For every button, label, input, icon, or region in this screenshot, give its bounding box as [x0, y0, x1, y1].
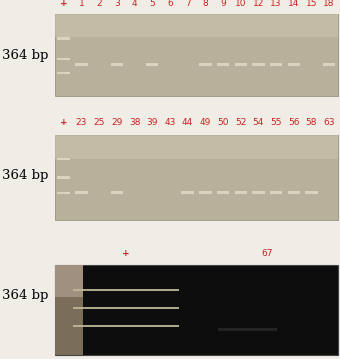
Bar: [57, 192, 70, 194]
Bar: [73, 325, 179, 327]
Text: 43: 43: [164, 118, 176, 127]
Text: 14: 14: [288, 0, 300, 8]
Bar: [288, 63, 300, 66]
Bar: [218, 328, 277, 331]
Text: 55: 55: [270, 118, 282, 127]
Bar: [55, 135, 338, 220]
Text: 44: 44: [182, 118, 193, 127]
Text: 5: 5: [149, 0, 155, 8]
Text: 4: 4: [132, 0, 137, 8]
Bar: [55, 265, 83, 355]
Text: 39: 39: [147, 118, 158, 127]
Text: 12: 12: [253, 0, 264, 8]
Text: 6: 6: [167, 0, 173, 8]
Text: 63: 63: [323, 118, 335, 127]
Bar: [73, 289, 179, 292]
Bar: [323, 63, 335, 66]
Bar: [57, 72, 70, 74]
Bar: [75, 63, 88, 66]
Bar: [146, 63, 158, 66]
Bar: [55, 265, 83, 297]
Text: +: +: [60, 118, 68, 127]
Text: 67: 67: [261, 249, 273, 258]
Bar: [270, 63, 282, 66]
Bar: [217, 63, 229, 66]
Bar: [75, 191, 88, 194]
Bar: [288, 191, 300, 194]
Text: 23: 23: [76, 118, 87, 127]
Text: 2: 2: [97, 0, 102, 8]
Bar: [111, 191, 123, 194]
Bar: [199, 63, 211, 66]
Bar: [305, 191, 318, 194]
Text: 49: 49: [200, 118, 211, 127]
Text: 10: 10: [235, 0, 246, 8]
Bar: [217, 191, 229, 194]
Text: +: +: [122, 249, 130, 258]
Bar: [199, 191, 211, 194]
Bar: [57, 58, 70, 60]
Text: 1: 1: [79, 0, 84, 8]
Text: 18: 18: [323, 0, 335, 8]
Bar: [57, 37, 70, 40]
Text: 58: 58: [306, 118, 317, 127]
Text: 54: 54: [253, 118, 264, 127]
Bar: [252, 191, 265, 194]
Bar: [252, 63, 265, 66]
Bar: [57, 176, 70, 179]
Text: 364 bp: 364 bp: [2, 48, 48, 61]
Bar: [270, 191, 282, 194]
Text: 13: 13: [270, 0, 282, 8]
Text: 3: 3: [114, 0, 120, 8]
Text: 38: 38: [129, 118, 140, 127]
Bar: [235, 191, 247, 194]
Text: 15: 15: [306, 0, 317, 8]
Bar: [73, 307, 179, 309]
Bar: [235, 63, 247, 66]
Bar: [57, 158, 70, 160]
Text: 364 bp: 364 bp: [2, 289, 48, 302]
Text: 29: 29: [111, 118, 123, 127]
Bar: [111, 63, 123, 66]
Bar: [55, 265, 338, 355]
Bar: [182, 191, 194, 194]
Bar: [55, 135, 338, 159]
Text: 9: 9: [220, 0, 226, 8]
Text: 364 bp: 364 bp: [2, 168, 48, 182]
Text: 25: 25: [94, 118, 105, 127]
Bar: [55, 14, 338, 96]
Text: 52: 52: [235, 118, 246, 127]
Text: 7: 7: [185, 0, 190, 8]
Text: 56: 56: [288, 118, 300, 127]
Text: +: +: [60, 0, 68, 8]
Bar: [55, 14, 338, 37]
Text: 8: 8: [202, 0, 208, 8]
Text: 50: 50: [217, 118, 229, 127]
